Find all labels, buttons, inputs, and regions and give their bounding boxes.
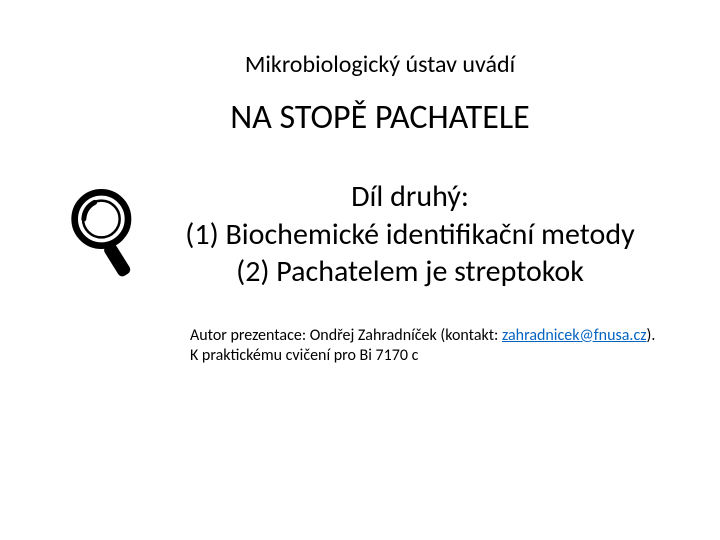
magnifying-glass-icon	[63, 184, 148, 284]
main-title: NA STOPĚ PACHATELE	[100, 97, 660, 138]
icon-column	[60, 184, 150, 284]
subtitle: Díl druhý:	[160, 178, 660, 216]
slide: Mikrobiologický ústav uvádí NA STOPĚ PAC…	[0, 0, 720, 540]
body-line-2: (2) Pachatelem je streptokok	[160, 253, 660, 291]
body-text: Díl druhý: (1) Biochemické identifikační…	[160, 178, 660, 291]
body-line-1: (1) Biochemické identifikační metody	[160, 216, 660, 254]
footer-prefix: Autor prezentace: Ondřej Zahradníček (ko…	[190, 326, 502, 345]
footer-email-link[interactable]: zahradnicek@fnusa.cz	[502, 326, 647, 345]
footer: Autor prezentace: Ondřej Zahradníček (ko…	[190, 326, 660, 368]
intro-text: Mikrobiologický ústav uvádí	[100, 50, 660, 79]
content-row: Díl druhý: (1) Biochemické identifikační…	[60, 178, 660, 291]
